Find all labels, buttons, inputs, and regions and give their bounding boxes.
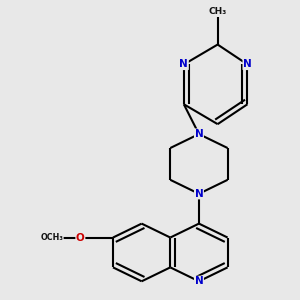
Text: N: N (243, 59, 252, 70)
Text: O: O (76, 232, 85, 242)
Text: N: N (195, 189, 203, 199)
Text: OCH₃: OCH₃ (40, 233, 63, 242)
Text: N: N (179, 59, 188, 70)
Text: N: N (195, 129, 203, 139)
Text: CH₃: CH₃ (208, 8, 227, 16)
Text: N: N (195, 276, 203, 286)
